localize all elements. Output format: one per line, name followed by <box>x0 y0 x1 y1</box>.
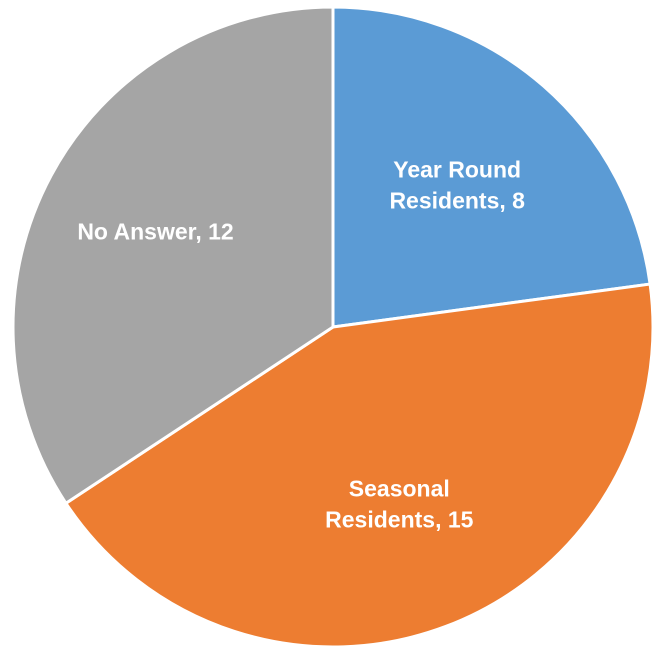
pie-labels: Year Round Residents, 8 Seasonal Residents,… <box>77 156 525 532</box>
pie-slice-2 <box>64 282 653 649</box>
pie-slice-label-line: Year Round <box>393 156 521 182</box>
pie-slice-label-3: No Answer, 12 <box>77 219 233 245</box>
pie-slice-1 <box>331 5 652 329</box>
pie-slice-label-2: Seasonal Residents, 15 <box>325 475 473 532</box>
pie-slice-label-line: Residents, 15 <box>325 506 473 532</box>
pie-slices <box>11 5 653 649</box>
pie-slice-label-line: Residents, 8 <box>389 187 525 213</box>
pie-slice-label-1: Year Round Residents, 8 <box>389 156 525 213</box>
pie-slice-label-line: Seasonal <box>349 475 450 501</box>
pie-slice-3 <box>11 5 335 505</box>
pie-slice-label-line: No Answer, 12 <box>77 219 233 245</box>
